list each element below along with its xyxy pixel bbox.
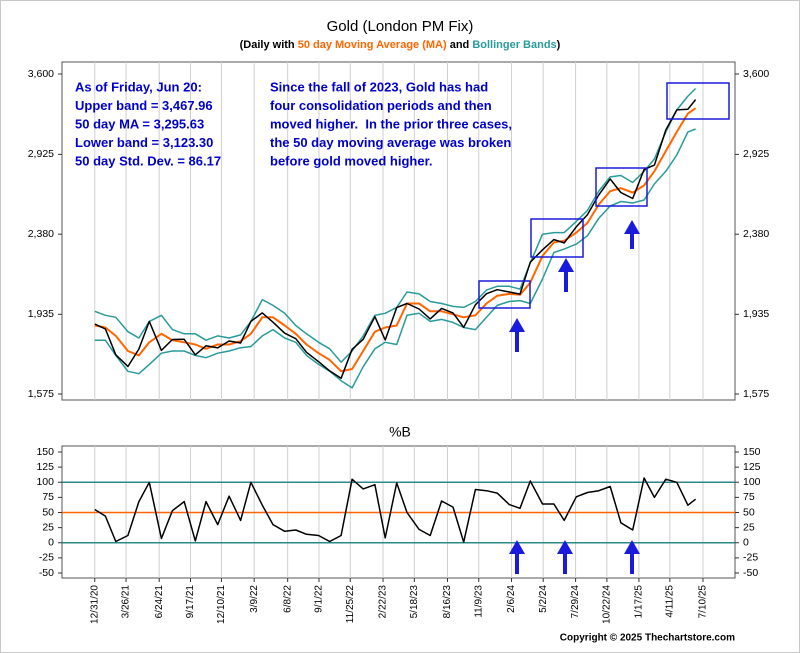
marks xyxy=(94,87,697,543)
panel-title: %B xyxy=(389,424,411,440)
data-line xyxy=(94,107,697,373)
arrow-head xyxy=(624,220,640,234)
x-tick-label: 8/16/23 xyxy=(442,585,453,619)
subtitle-part: ) xyxy=(557,39,561,51)
y-tick-label: 150 xyxy=(743,446,761,458)
x-tick-label: 7/29/24 xyxy=(570,585,581,619)
x-tick-label: 12/10/21 xyxy=(216,585,227,624)
y-tick-label: 125 xyxy=(743,461,761,473)
y-tick-label: 100 xyxy=(743,476,761,488)
x-tick-label: 5/2/24 xyxy=(538,585,549,613)
y-tick-label: 0 xyxy=(48,537,54,549)
y-tick-label: 2,380 xyxy=(28,228,54,240)
x-tick-label: 2/6/24 xyxy=(506,585,517,613)
y-tick-label: 50 xyxy=(42,506,54,518)
y-tick-label: 1,935 xyxy=(28,308,54,320)
subtitle-part: and xyxy=(447,39,473,51)
y-tick-label: 50 xyxy=(743,506,755,518)
x-tick-label: 3/26/21 xyxy=(121,585,132,619)
subtitle-part: 50 day Moving Average (MA) xyxy=(298,39,447,51)
annotation-line: Since the fall of 2023, Gold has had xyxy=(270,79,488,94)
arrow-head xyxy=(557,540,573,554)
annotation-line: 50 day MA = 3,295.63 xyxy=(75,116,204,131)
x-tick-label: 11/25/22 xyxy=(345,585,356,624)
consolidation-box xyxy=(530,218,584,258)
consolidation-box xyxy=(666,82,730,120)
annotation-line: Upper band = 3,467.96 xyxy=(75,98,213,113)
arrow-head xyxy=(624,540,640,554)
annotation-line: the 50 day moving average was broken xyxy=(270,135,511,150)
y-tick-label: 2,925 xyxy=(28,148,54,160)
y-tick-label: 75 xyxy=(42,491,54,503)
x-tick-label: 4/11/25 xyxy=(664,585,675,618)
y-tick-label: 75 xyxy=(743,491,755,503)
y-tick-label: -25 xyxy=(39,552,54,564)
x-tick-label: 6/8/22 xyxy=(282,585,293,613)
y-tick-label: 25 xyxy=(743,521,755,533)
x-tick-label: 12/31/20 xyxy=(89,585,100,624)
annotation-line: before gold moved higher. xyxy=(270,153,433,168)
x-tick-label: 1/17/25 xyxy=(634,585,645,619)
chart-subtitle: (Daily with 50 day Moving Average (MA) a… xyxy=(240,39,561,51)
arrow-head xyxy=(509,540,525,554)
subtitle-part: (Daily with xyxy=(240,39,298,51)
annotation-line: 50 day Std. Dev. = 86.17 xyxy=(75,153,221,168)
y-tick-label: 2,380 xyxy=(743,228,769,240)
x-tick-label: 11/9/23 xyxy=(473,585,484,618)
data-line xyxy=(94,477,697,543)
x-tick-label: 10/22/24 xyxy=(602,585,613,624)
x-tick-label: 3/9/22 xyxy=(249,585,260,613)
price-panel xyxy=(61,61,736,401)
y-tick-label: 3,600 xyxy=(28,68,54,80)
consolidation-box xyxy=(595,167,648,207)
x-tick-label: 9/1/22 xyxy=(314,585,325,613)
subtitle-part: Bollinger Bands xyxy=(472,39,556,51)
copyright: Copyright © 2025 Thechartstore.com xyxy=(560,633,735,644)
arrows xyxy=(509,220,640,574)
y-tick-label: -25 xyxy=(743,552,758,564)
y-tick-label: 2,925 xyxy=(743,148,769,160)
y-tick-label: -50 xyxy=(743,567,758,579)
y-tick-label: 100 xyxy=(36,476,54,488)
consolidation-box xyxy=(478,280,531,309)
chart-title: Gold (London PM Fix) xyxy=(327,18,474,35)
annotation-line: four consolidation periods and then xyxy=(270,98,492,113)
x-tick-label: 7/10/25 xyxy=(698,585,709,619)
x-tick-label: 5/18/23 xyxy=(409,585,420,619)
arrow-head xyxy=(558,258,574,272)
y-tick-label: -50 xyxy=(39,567,54,579)
y-tick-label: 125 xyxy=(36,461,54,473)
data-line xyxy=(94,99,697,380)
y-tick-label: 3,600 xyxy=(743,68,769,80)
x-tick-label: 6/24/21 xyxy=(154,585,165,619)
y-tick-label: 1,935 xyxy=(743,308,769,320)
x-tick-label: 2/22/23 xyxy=(378,585,389,619)
arrow-head xyxy=(509,318,525,332)
y-tick-label: 0 xyxy=(743,537,749,549)
annotation-line: As of Friday, Jun 20: xyxy=(75,79,202,94)
y-tick-label: 1,575 xyxy=(743,388,769,400)
annotation-line: moved higher. In the prior three cases, xyxy=(270,116,512,131)
y-tick-label: 150 xyxy=(36,446,54,458)
y-tick-label: 25 xyxy=(42,521,54,533)
highlights xyxy=(478,82,730,309)
y-tick-label: 1,575 xyxy=(28,388,54,400)
annotation-line: Lower band = 3,123.30 xyxy=(75,135,213,150)
x-tick-label: 9/17/21 xyxy=(185,585,196,619)
